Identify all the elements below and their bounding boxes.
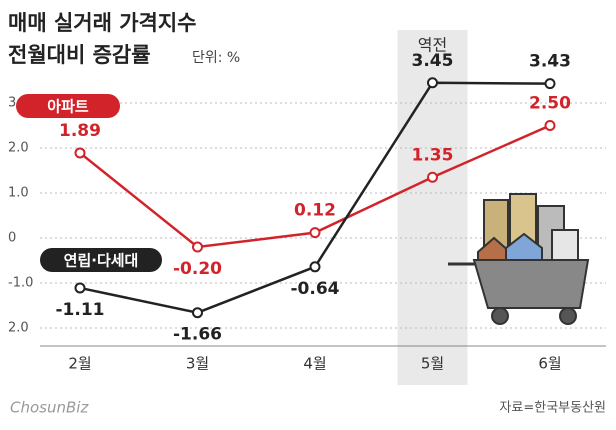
y-tick-label: -1.0 [8,276,33,291]
y-tick-label: 2.0 [8,141,29,156]
x-tick-label: 2월 [68,355,91,373]
value-label: -0.64 [291,279,340,299]
value-label: 0.12 [294,201,336,221]
legend-label: 연립·다세대 [64,252,139,270]
cart-illustration [448,193,590,325]
annotation: 역전 [418,36,447,55]
data-point [74,147,86,159]
x-tick-label: 6월 [538,355,561,373]
value-label: 3.43 [529,52,571,72]
logo: ChosunBiz [10,399,89,417]
chart-title: 매매 실거래 가격지수 [8,11,197,35]
value-label: 1.89 [59,121,101,141]
data-point [427,171,438,183]
y-tick-label: 1.0 [8,186,29,201]
data-point [427,77,438,89]
x-tick-label: 5월 [421,355,444,373]
data-point [309,227,321,239]
source: 자료=한국부동산원 [499,401,606,416]
unit-label: 단위: % [192,50,240,66]
data-point [544,120,556,131]
x-tick-label: 3월 [186,355,209,373]
value-label: 1.35 [412,145,454,165]
value-label: 2.50 [529,94,571,114]
legend-box [40,248,162,272]
data-point [192,241,203,253]
data-point [544,78,556,90]
y-tick-label: 0 [8,231,16,246]
highlight-layer [397,30,468,385]
y-tick-label: 2.0 [8,321,29,336]
highlight-band [397,30,468,385]
legend-box [16,94,120,118]
chart-subtitle: 전월대비 증감률 [8,43,151,67]
value-label: -0.20 [173,259,222,279]
data-point [309,261,321,273]
legend-label: 아파트 [47,98,89,116]
value-label: 3.45 [412,51,454,71]
data-point [74,282,86,294]
value-label: -1.66 [173,325,222,345]
value-label: -1.11 [56,300,105,320]
label-layer: 역전 2월 3월 4월 5월 6월 1.89 -0.20 0.12 1.35 2.50 아파트 -1.1… [16,36,571,373]
x-tick-label: 4월 [303,355,326,373]
data-point [192,307,203,319]
